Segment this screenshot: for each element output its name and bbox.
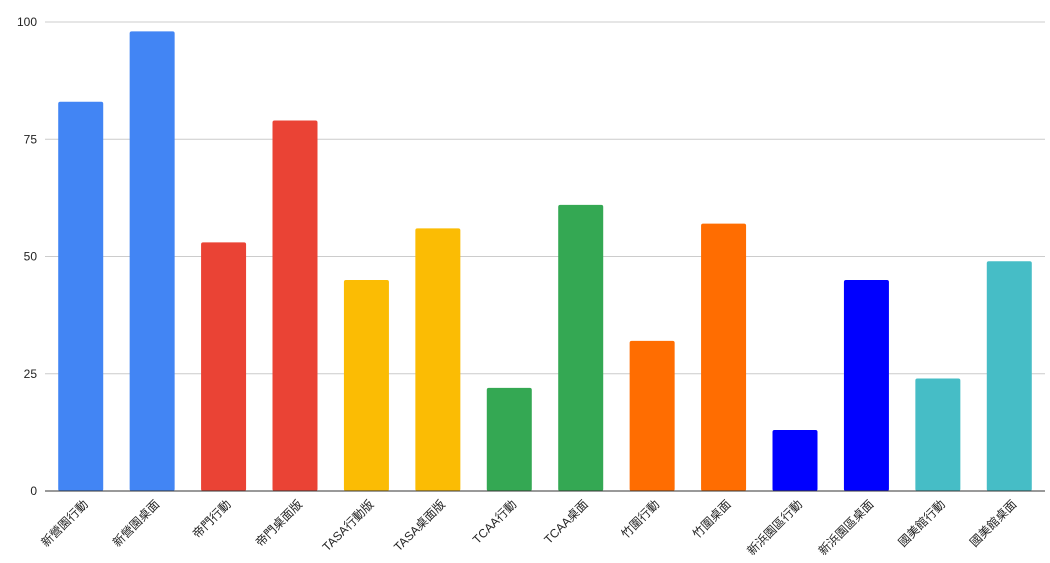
x-tick-label: 新營園桌面 <box>109 497 162 550</box>
x-tick-label: 帝門行動 <box>189 497 234 542</box>
bar <box>486 387 532 491</box>
bar <box>915 378 961 491</box>
bar <box>701 223 747 492</box>
x-tick-label: 新浜園區桌面 <box>815 497 877 558</box>
bar <box>986 261 1032 491</box>
x-tick-label: 國美館桌面 <box>966 497 1019 550</box>
bar <box>558 204 604 491</box>
bar <box>843 279 889 491</box>
x-tick-label: TCAA行動 <box>470 497 520 547</box>
x-tick-label: 國美館行動 <box>895 497 948 550</box>
bar <box>272 120 318 492</box>
bar <box>201 242 247 491</box>
x-tick-label: 竹圍桌面 <box>690 497 734 541</box>
bars <box>58 31 1032 492</box>
y-tick-label: 0 <box>30 484 37 498</box>
bar <box>772 430 818 491</box>
x-tick-label: 竹圍行動 <box>618 497 662 541</box>
bar <box>629 340 675 491</box>
x-tick-label: 新浜園區行動 <box>744 497 806 558</box>
bar <box>415 228 461 492</box>
x-axis-ticks: 新營園行動 新營園桌面 帝門行動 帝門桌面版 TASA行動版 TASA桌面版 TCAA行動 T… <box>38 497 1020 559</box>
bar <box>343 279 389 491</box>
x-tick-label: 帝門桌面版 <box>252 497 305 550</box>
y-tick-label: 25 <box>24 367 38 381</box>
x-tick-label: 新營園行動 <box>38 497 91 550</box>
bar <box>58 101 104 491</box>
y-tick-label: 75 <box>24 132 38 146</box>
y-tick-label: 50 <box>24 250 38 264</box>
x-tick-label: TASA桌面版 <box>391 497 448 554</box>
y-axis-ticks: 0 25 50 75 100 <box>17 15 37 498</box>
bar <box>129 31 175 491</box>
gridlines <box>45 21 1045 375</box>
x-tick-label: TCAA桌面 <box>541 497 591 547</box>
x-tick-label: TASA行動版 <box>320 497 377 554</box>
y-tick-label: 100 <box>17 15 37 29</box>
